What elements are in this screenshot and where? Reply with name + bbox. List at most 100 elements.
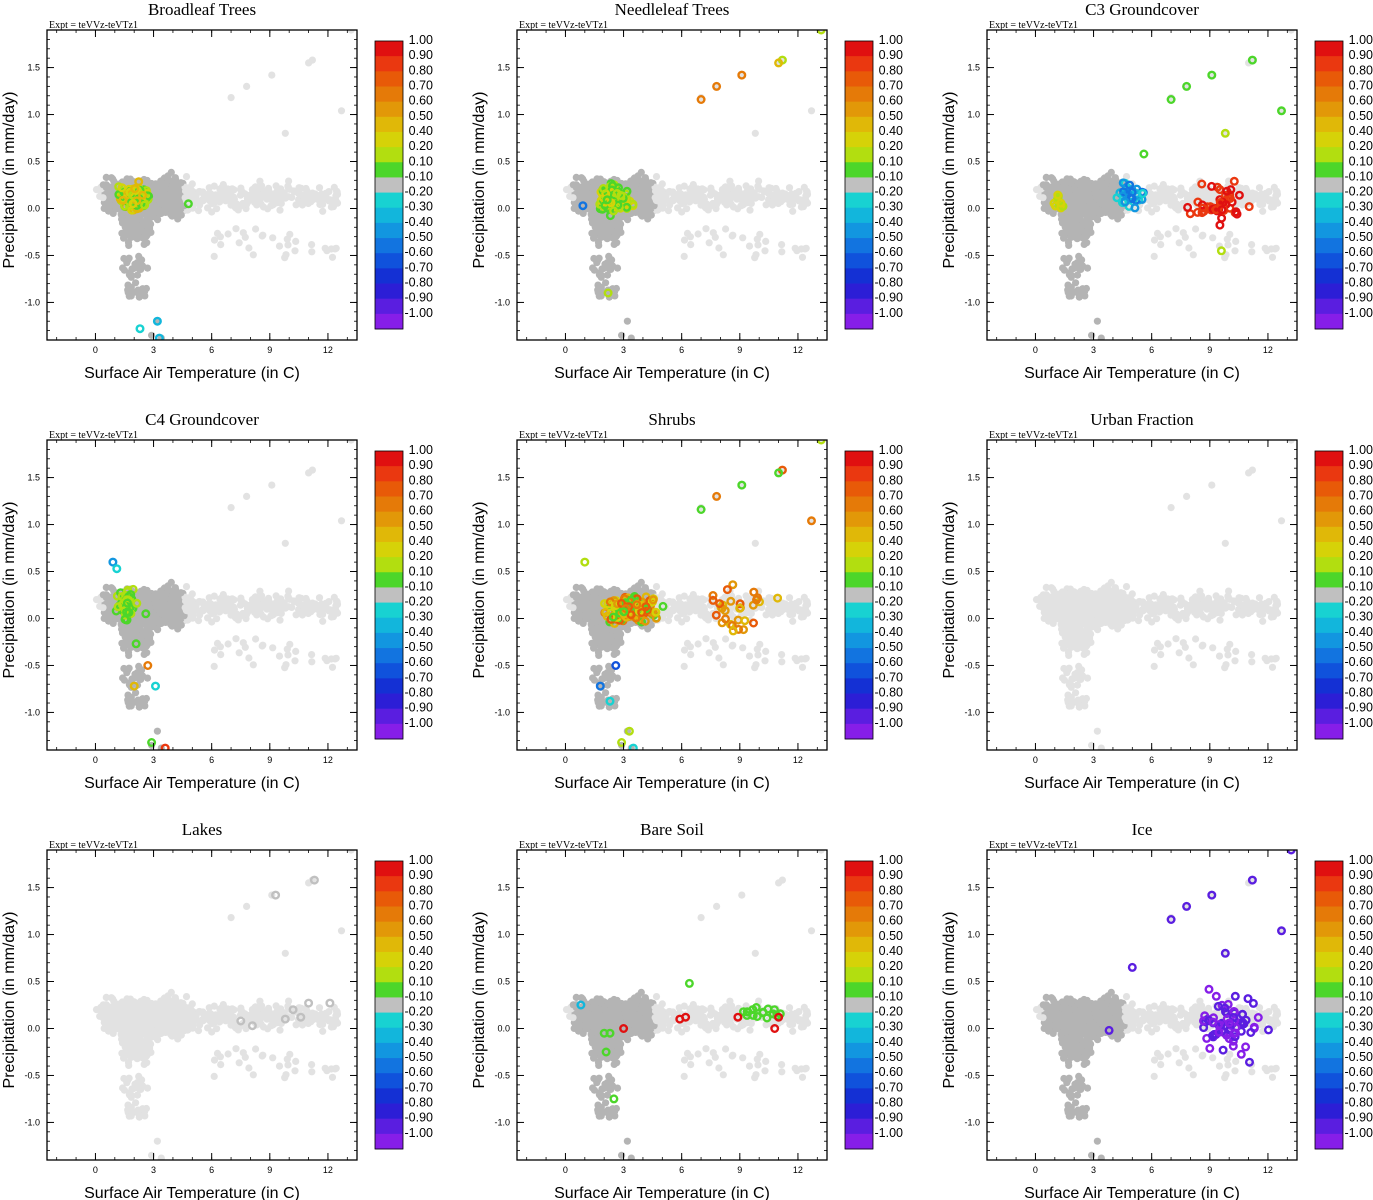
data-point bbox=[1248, 248, 1256, 256]
data-point bbox=[721, 187, 729, 195]
data-point bbox=[1157, 241, 1165, 249]
data-point bbox=[742, 182, 750, 190]
highlight-point bbox=[128, 199, 138, 209]
scatter-points bbox=[92, 30, 355, 340]
x-tick-label: 3 bbox=[1091, 345, 1096, 355]
colorbar-label: 0.90 bbox=[1349, 48, 1373, 62]
data-point bbox=[1107, 210, 1115, 219]
highlight-point bbox=[1247, 55, 1257, 65]
data-point bbox=[781, 191, 789, 199]
data-point bbox=[1112, 176, 1120, 184]
data-point bbox=[754, 241, 762, 249]
data-point bbox=[290, 188, 298, 196]
data-point bbox=[281, 254, 289, 262]
colorbar-swatch bbox=[375, 162, 403, 178]
highlight-point bbox=[1198, 203, 1208, 213]
data-point bbox=[1046, 192, 1054, 200]
data-point bbox=[1189, 251, 1197, 259]
x-tick-label: 9 bbox=[267, 345, 272, 355]
highlight-point bbox=[1231, 207, 1241, 217]
scatter-points bbox=[1032, 30, 1295, 340]
x-tick-label: 12 bbox=[323, 345, 333, 355]
colorbar-swatch bbox=[1315, 131, 1343, 148]
colorbar-swatch bbox=[375, 192, 403, 209]
data-point bbox=[680, 236, 689, 244]
data-point bbox=[226, 191, 234, 200]
highlight-point bbox=[1166, 94, 1176, 104]
y-tick-label: -1.0 bbox=[494, 297, 510, 307]
data-point bbox=[778, 241, 786, 249]
data-point bbox=[220, 192, 228, 200]
highlight-point bbox=[1217, 213, 1227, 223]
y-tick-label: 0.0 bbox=[27, 203, 40, 213]
data-point bbox=[594, 286, 602, 294]
data-point bbox=[1231, 247, 1239, 255]
data-point bbox=[637, 168, 645, 176]
colorbar-frame bbox=[844, 40, 874, 330]
data-point bbox=[160, 206, 168, 214]
data-point bbox=[1073, 221, 1081, 229]
y-tick-label: 1.5 bbox=[27, 63, 40, 73]
x-axis-label: Surface Air Temperature (in C) bbox=[84, 365, 300, 382]
colorbar-label: 0.90 bbox=[879, 48, 903, 62]
data-point bbox=[598, 265, 606, 273]
data-point bbox=[124, 216, 132, 224]
colorbar-label: -0.30 bbox=[1345, 200, 1373, 214]
data-point bbox=[737, 202, 745, 210]
colorbar-label: 1.00 bbox=[879, 33, 903, 47]
data-point bbox=[675, 184, 683, 192]
data-point bbox=[1134, 207, 1143, 215]
y-tick-label: 1.0 bbox=[27, 110, 40, 120]
data-point bbox=[1270, 183, 1278, 191]
highlight-point bbox=[1182, 81, 1192, 91]
data-point bbox=[1067, 292, 1075, 300]
data-point bbox=[127, 292, 135, 300]
highlight-point bbox=[578, 201, 588, 211]
colorbar-swatch bbox=[1315, 71, 1343, 87]
y-tick-label: 1.0 bbox=[497, 110, 510, 120]
colorbar-label: 0.60 bbox=[409, 94, 433, 108]
colorbar-swatch bbox=[375, 56, 403, 72]
colorbar-label: -0.90 bbox=[405, 291, 434, 305]
highlight-point bbox=[1112, 193, 1122, 203]
data-point bbox=[1263, 247, 1271, 255]
data-point bbox=[637, 210, 645, 219]
data-point bbox=[696, 191, 704, 200]
colorbar-swatch bbox=[845, 177, 873, 193]
y-tick-label: -1.0 bbox=[964, 297, 980, 307]
data-point bbox=[1093, 317, 1101, 325]
data-point bbox=[285, 177, 293, 185]
data-point bbox=[652, 187, 660, 195]
colorbar-label: -0.70 bbox=[405, 260, 434, 274]
data-point bbox=[1068, 265, 1076, 273]
data-point bbox=[155, 193, 163, 201]
plot-frame bbox=[46, 29, 358, 341]
experiment-label: Expt = teVVz-teVTz1 bbox=[519, 20, 608, 31]
data-point bbox=[639, 199, 648, 207]
data-point bbox=[1072, 279, 1080, 287]
colorbar-swatch bbox=[375, 71, 403, 87]
data-point bbox=[245, 244, 253, 252]
data-point bbox=[1094, 216, 1102, 224]
highlight-point bbox=[1053, 190, 1063, 200]
data-point bbox=[1167, 200, 1175, 208]
data-point bbox=[1156, 185, 1164, 193]
data-point bbox=[1074, 289, 1082, 297]
data-point bbox=[133, 221, 141, 229]
colorbar-label: -1.00 bbox=[875, 306, 904, 320]
data-point bbox=[727, 200, 735, 208]
colorbar-label: 0.90 bbox=[409, 48, 433, 62]
colorbar-swatch bbox=[375, 283, 403, 300]
data-point bbox=[1039, 194, 1047, 202]
data-point bbox=[1153, 205, 1161, 213]
data-point bbox=[1221, 254, 1229, 262]
data-point bbox=[275, 242, 284, 250]
data-point bbox=[574, 185, 582, 193]
colorbar-swatch bbox=[1315, 86, 1343, 103]
colorbar-swatch bbox=[375, 253, 403, 269]
data-point bbox=[272, 182, 280, 190]
colorbar-label: -0.10 bbox=[875, 169, 904, 183]
colorbar-swatch bbox=[845, 283, 873, 300]
data-point bbox=[1077, 211, 1085, 220]
